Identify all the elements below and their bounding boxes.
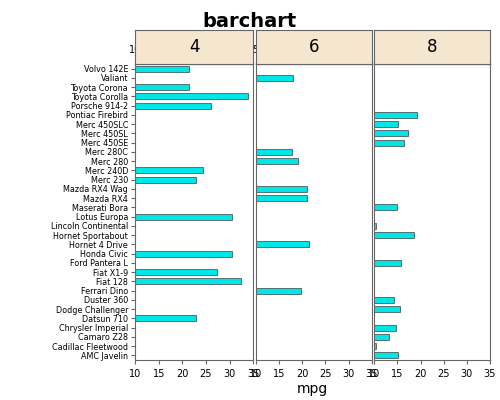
- Bar: [328, 121, 398, 127]
- Bar: [88, 315, 196, 321]
- Bar: [328, 232, 414, 238]
- Bar: [328, 260, 401, 266]
- Bar: [88, 66, 189, 72]
- Bar: [328, 306, 400, 312]
- Bar: [328, 297, 394, 303]
- Bar: [88, 177, 196, 183]
- Bar: [210, 149, 292, 155]
- Bar: [328, 352, 398, 358]
- Text: 8: 8: [427, 38, 438, 56]
- Bar: [210, 288, 301, 294]
- Text: 4: 4: [189, 38, 200, 56]
- Bar: [328, 140, 404, 146]
- Bar: [88, 278, 241, 284]
- Bar: [328, 343, 376, 349]
- Bar: [328, 325, 396, 331]
- Bar: [88, 84, 190, 90]
- Bar: [88, 214, 232, 220]
- Bar: [328, 204, 398, 210]
- Bar: [328, 130, 408, 136]
- Bar: [210, 158, 298, 164]
- Bar: [328, 112, 417, 118]
- Bar: [210, 195, 307, 201]
- Bar: [88, 93, 248, 99]
- Bar: [328, 334, 390, 340]
- Text: barchart: barchart: [203, 12, 297, 31]
- Text: 6: 6: [308, 38, 319, 56]
- Bar: [88, 103, 210, 109]
- Text: mpg: mpg: [297, 382, 328, 396]
- Bar: [328, 223, 376, 229]
- Bar: [210, 186, 307, 192]
- Bar: [210, 241, 308, 247]
- Bar: [88, 251, 232, 257]
- Bar: [210, 75, 294, 81]
- Bar: [88, 167, 203, 173]
- Bar: [88, 269, 217, 275]
